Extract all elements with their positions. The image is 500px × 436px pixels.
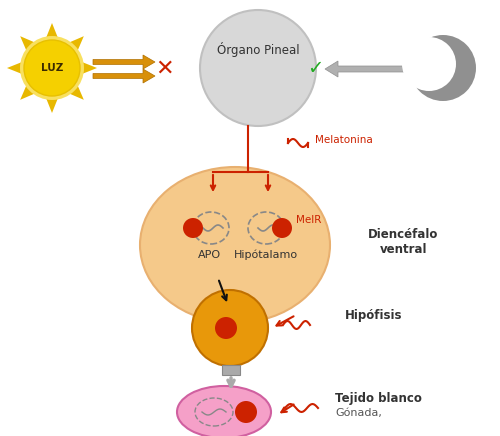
Text: MelR: MelR	[296, 215, 322, 225]
Text: Hipófisis: Hipófisis	[345, 309, 403, 321]
Polygon shape	[82, 62, 97, 74]
Text: Melatonina: Melatonina	[315, 135, 373, 145]
Polygon shape	[325, 61, 405, 77]
Circle shape	[402, 37, 456, 91]
Circle shape	[272, 218, 292, 238]
Text: LUZ: LUZ	[41, 63, 63, 73]
Circle shape	[20, 36, 84, 100]
Polygon shape	[68, 84, 84, 100]
Polygon shape	[93, 55, 155, 69]
Text: Gónada,: Gónada,	[335, 408, 382, 418]
Polygon shape	[20, 84, 36, 100]
Text: ✕: ✕	[156, 59, 174, 79]
Ellipse shape	[177, 386, 271, 436]
Circle shape	[192, 290, 268, 366]
Polygon shape	[68, 36, 84, 51]
Polygon shape	[93, 69, 155, 83]
Text: Órgano Pineal: Órgano Pineal	[216, 42, 300, 58]
Text: ✓: ✓	[307, 59, 323, 78]
Polygon shape	[7, 62, 22, 74]
Text: Tejido blanco: Tejido blanco	[335, 392, 422, 405]
Ellipse shape	[140, 167, 330, 323]
Circle shape	[235, 401, 257, 423]
Polygon shape	[46, 23, 58, 39]
Text: APO: APO	[198, 250, 220, 260]
Circle shape	[410, 35, 476, 101]
Polygon shape	[46, 97, 58, 113]
Text: Hipótalamo: Hipótalamo	[234, 250, 298, 260]
Bar	[222, 365, 240, 375]
Circle shape	[24, 40, 80, 96]
Polygon shape	[20, 36, 36, 51]
Text: Diencéfalo
ventral: Diencéfalo ventral	[368, 228, 438, 256]
Circle shape	[183, 218, 203, 238]
Circle shape	[200, 10, 316, 126]
Circle shape	[215, 317, 237, 339]
